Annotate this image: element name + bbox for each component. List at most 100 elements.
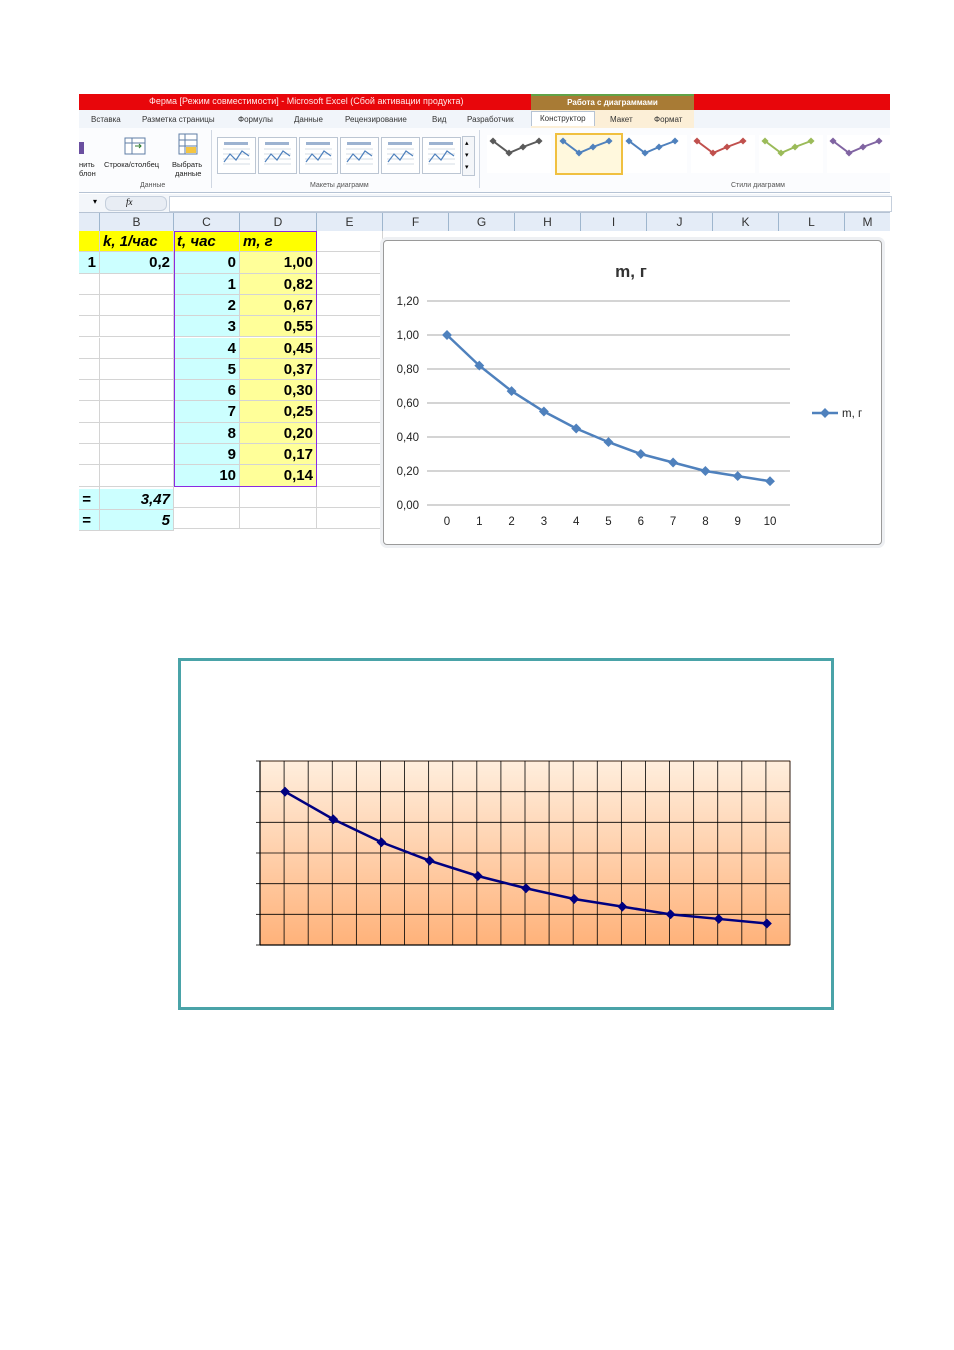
chart-layout-6[interactable] bbox=[422, 137, 461, 174]
chart-style-2[interactable] bbox=[555, 133, 623, 175]
grid-cell[interactable] bbox=[317, 380, 383, 402]
tab-insert[interactable]: Вставка bbox=[91, 115, 121, 124]
grid-cell[interactable] bbox=[240, 507, 317, 530]
chart-layout-1[interactable] bbox=[217, 137, 256, 174]
column-header-d[interactable]: D bbox=[240, 213, 317, 231]
grid-cell[interactable] bbox=[100, 422, 174, 444]
tab-data[interactable]: Данные bbox=[294, 115, 323, 124]
column-header-c[interactable]: C bbox=[174, 213, 240, 231]
tab-formulas[interactable]: Формулы bbox=[238, 115, 273, 124]
header-cell-m[interactable]: m, г bbox=[240, 231, 317, 253]
column-header-h[interactable]: H bbox=[515, 213, 581, 231]
chart-layout-2[interactable] bbox=[258, 137, 297, 174]
tab-format[interactable]: Формат bbox=[654, 115, 683, 124]
column-header-j[interactable]: J bbox=[647, 213, 713, 231]
cell-t-value[interactable]: 9 bbox=[174, 444, 240, 466]
cell-m-value[interactable]: 0,82 bbox=[240, 273, 317, 295]
header-cell-a[interactable] bbox=[79, 231, 100, 253]
grid-cell[interactable] bbox=[100, 358, 174, 381]
cell-m-value[interactable]: 0,25 bbox=[240, 401, 317, 423]
cell-t-value[interactable]: 0 bbox=[174, 252, 240, 274]
cell-equals-1[interactable]: = bbox=[79, 488, 100, 511]
grid-cell[interactable] bbox=[79, 273, 100, 295]
grid-cell[interactable] bbox=[100, 444, 174, 466]
column-header-l[interactable]: L bbox=[779, 213, 845, 231]
cell-t-value[interactable]: 5 bbox=[174, 358, 240, 381]
grid-cell[interactable] bbox=[317, 252, 383, 274]
grid-cell[interactable] bbox=[317, 507, 383, 530]
column-header-m[interactable]: M bbox=[862, 215, 873, 229]
chart-style-4[interactable] bbox=[691, 135, 755, 173]
cell-m-value[interactable]: 0,55 bbox=[240, 316, 317, 338]
tab-view[interactable]: Вид bbox=[432, 115, 447, 124]
header-cell-k[interactable]: k, 1/час bbox=[100, 231, 174, 253]
cell-t-value[interactable]: 2 bbox=[174, 294, 240, 317]
cell-m-value[interactable]: 0,30 bbox=[240, 380, 317, 402]
grid-cell[interactable] bbox=[174, 507, 240, 530]
grid-cell[interactable] bbox=[79, 422, 100, 444]
header-cell-t[interactable]: t, час bbox=[174, 231, 240, 253]
cell-t-value[interactable]: 6 bbox=[174, 380, 240, 402]
cell-t-value[interactable]: 8 bbox=[174, 422, 240, 444]
formula-input[interactable] bbox=[169, 196, 892, 212]
tab-page-layout[interactable]: Разметка страницы bbox=[142, 115, 215, 124]
grid-cell[interactable] bbox=[79, 401, 100, 423]
grid-cell[interactable] bbox=[79, 294, 100, 317]
grid-cell[interactable] bbox=[317, 316, 383, 338]
column-header-e[interactable]: E bbox=[317, 213, 383, 231]
grid-cell[interactable] bbox=[79, 337, 100, 359]
cell-result-1[interactable]: 3,47 bbox=[100, 488, 174, 511]
gallery-scroll[interactable]: ▴ ▾ ▾ bbox=[462, 136, 475, 176]
cell-equals-2[interactable]: = bbox=[79, 510, 100, 532]
name-box-dropdown-icon[interactable]: ▾ bbox=[93, 197, 98, 206]
grid-cell[interactable] bbox=[317, 486, 383, 508]
chart-layout-3[interactable] bbox=[299, 137, 338, 174]
column-header-f[interactable]: F bbox=[383, 213, 449, 231]
tab-design[interactable]: Конструктор bbox=[531, 111, 595, 126]
column-header-i[interactable]: I bbox=[581, 213, 647, 231]
grid-cell[interactable] bbox=[317, 273, 383, 295]
cell-m-value[interactable]: 0,17 bbox=[240, 444, 317, 466]
grid-cell[interactable] bbox=[317, 231, 383, 253]
cell-m-value[interactable]: 0,45 bbox=[240, 337, 317, 359]
cell-k-value[interactable]: 0,2 bbox=[100, 252, 174, 274]
grid-cell[interactable] bbox=[100, 401, 174, 423]
function-icon[interactable]: fx bbox=[126, 197, 133, 207]
tab-developer[interactable]: Разработчик bbox=[467, 115, 514, 124]
column-header-a[interactable] bbox=[79, 213, 100, 231]
grid-cell[interactable] bbox=[317, 401, 383, 423]
chart-style-3[interactable] bbox=[623, 135, 687, 173]
grid-cell[interactable] bbox=[100, 273, 174, 295]
grid-cell[interactable] bbox=[317, 337, 383, 359]
cell-a2[interactable]: 1 bbox=[79, 252, 100, 274]
chart-style-6[interactable] bbox=[827, 135, 891, 173]
grid-cell[interactable] bbox=[317, 358, 383, 381]
grid-cell[interactable] bbox=[317, 422, 383, 444]
grid-cell[interactable] bbox=[100, 465, 174, 487]
tab-review[interactable]: Рецензирование bbox=[345, 115, 407, 124]
cell-t-value[interactable]: 1 bbox=[174, 273, 240, 295]
grid-cell[interactable] bbox=[79, 465, 100, 487]
grid-cell[interactable] bbox=[100, 380, 174, 402]
cell-t-value[interactable]: 4 bbox=[174, 337, 240, 359]
cell-m-value[interactable]: 0,20 bbox=[240, 422, 317, 444]
cell-result-2[interactable]: 5 bbox=[100, 510, 174, 532]
cell-t-value[interactable]: 3 bbox=[174, 316, 240, 338]
grid-cell[interactable] bbox=[317, 444, 383, 466]
cell-t-value[interactable]: 7 bbox=[174, 401, 240, 423]
column-header-g[interactable]: G bbox=[449, 213, 515, 231]
tab-layout[interactable]: Макет bbox=[610, 115, 633, 124]
column-header-b[interactable]: B bbox=[100, 213, 174, 231]
column-header-k[interactable]: K bbox=[713, 213, 779, 231]
cell-m-value[interactable]: 0,37 bbox=[240, 358, 317, 381]
grid-cell[interactable] bbox=[174, 486, 240, 508]
excel-chart[interactable]: m, г 0,00 0,20 0,40 0,60 0,80 1,00 1,20 0 1 2 3 4 5 6 7… bbox=[383, 240, 882, 545]
chart-layout-4[interactable] bbox=[340, 137, 379, 174]
grid-cell[interactable] bbox=[100, 337, 174, 359]
grid-cell[interactable] bbox=[79, 358, 100, 381]
switch-row-column-button[interactable] bbox=[123, 134, 147, 156]
grid-cell[interactable] bbox=[100, 316, 174, 338]
grid-cell[interactable] bbox=[100, 294, 174, 317]
chart-layout-5[interactable] bbox=[381, 137, 420, 174]
chart-style-1[interactable] bbox=[487, 135, 551, 173]
